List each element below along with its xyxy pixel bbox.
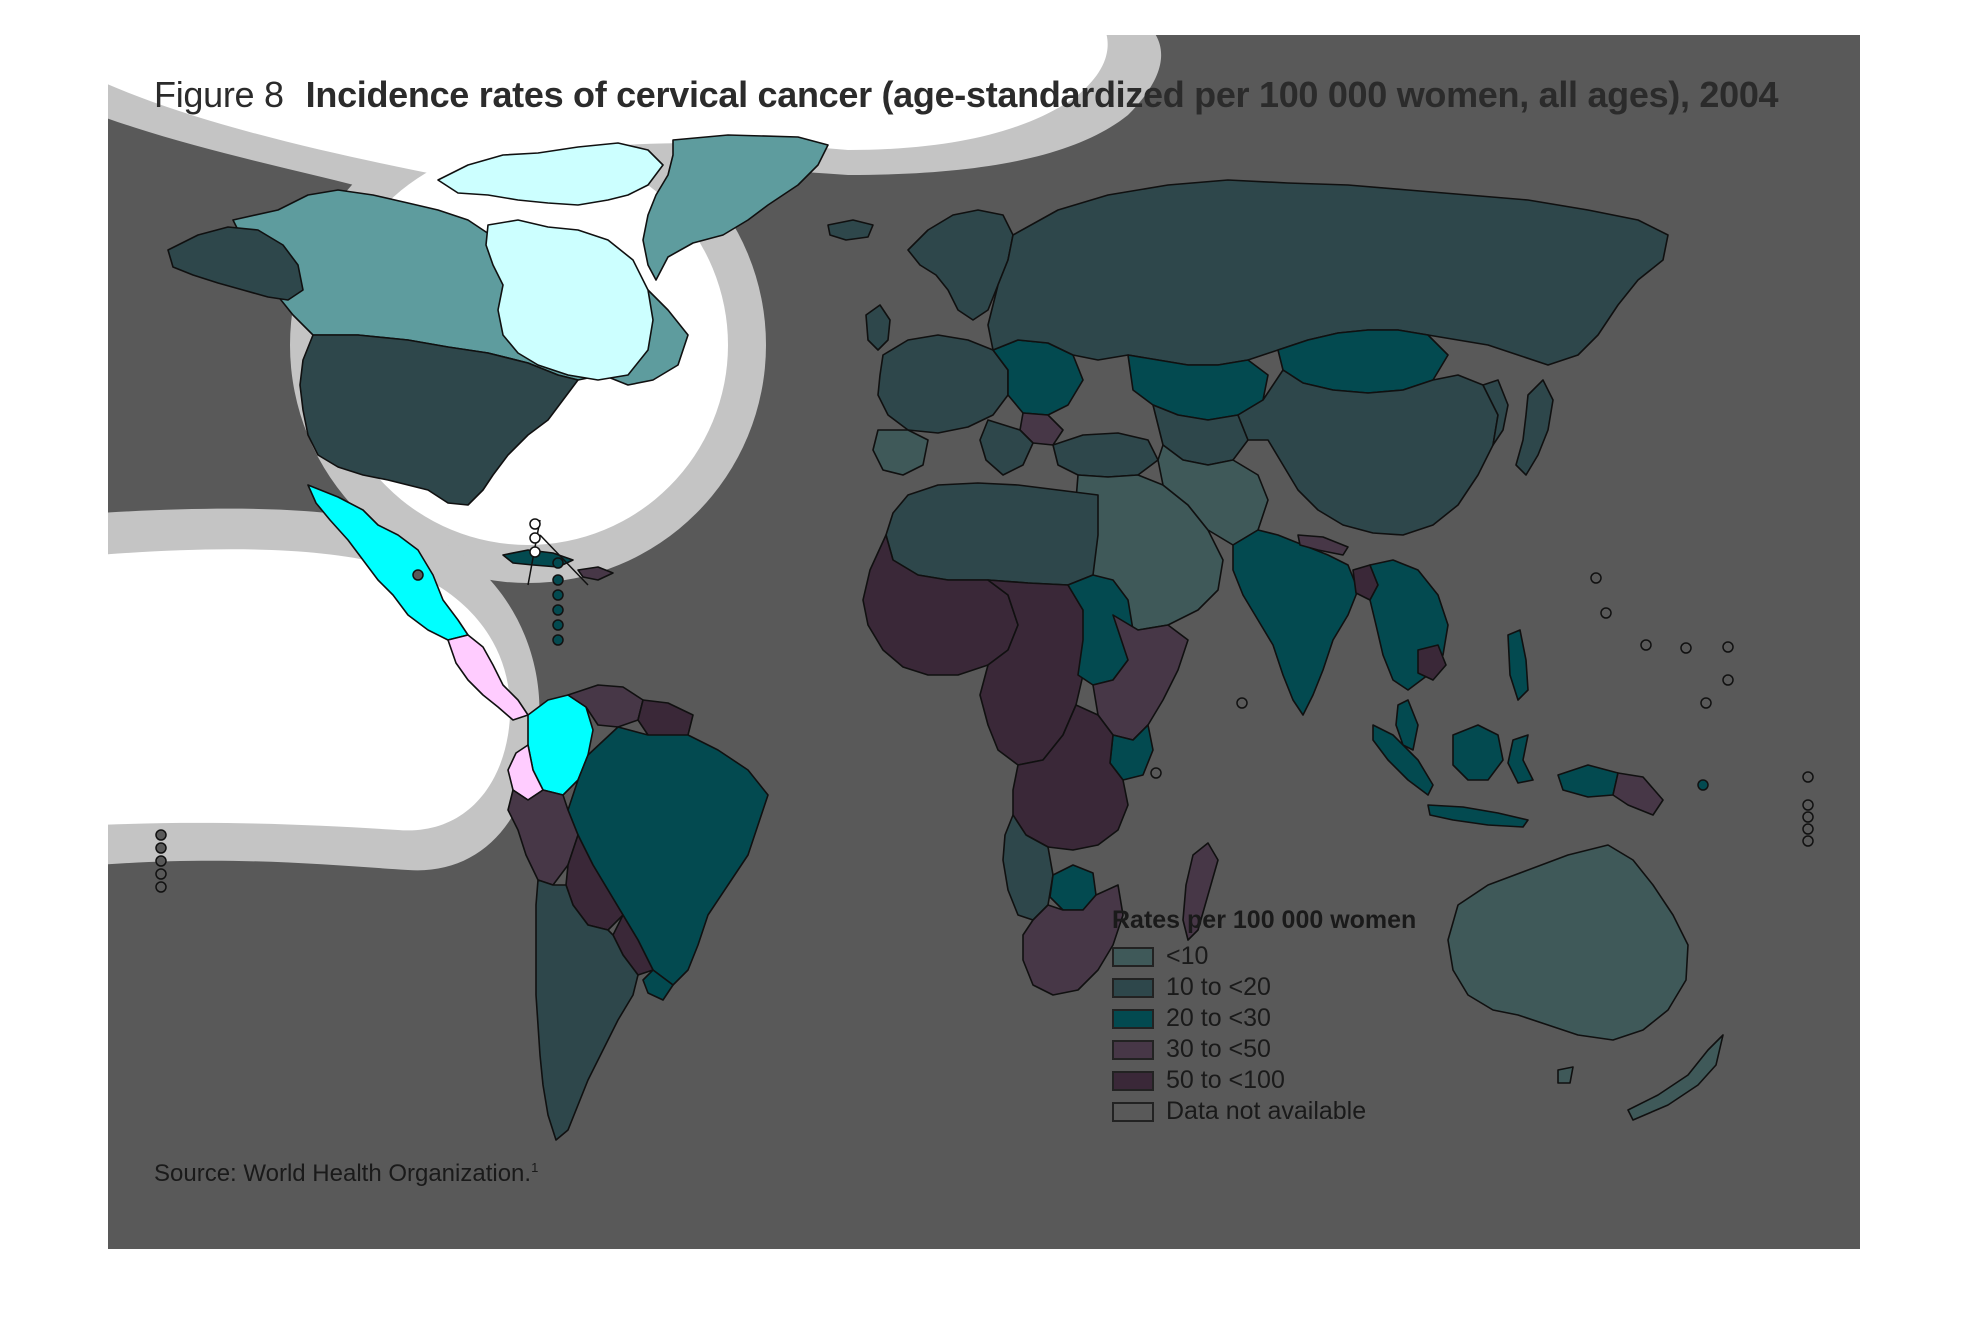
legend-label: Data not available xyxy=(1166,1097,1367,1125)
figure-title-text: Incidence rates of cervical cancer (age-… xyxy=(305,74,1779,115)
island-marker xyxy=(552,634,564,646)
legend-item: 10 to <20 xyxy=(1112,972,1416,1003)
tasmania xyxy=(1557,1066,1574,1084)
new-zealand xyxy=(1627,1034,1724,1121)
island-marker xyxy=(529,532,541,544)
malaysia xyxy=(1395,699,1419,751)
legend-item: 50 to <100 xyxy=(1112,1065,1416,1096)
legend-label: 30 to <50 xyxy=(1166,1035,1271,1063)
iberia xyxy=(872,429,929,476)
legend: Rates per 100 000 women <10 10 to <20 20 t… xyxy=(1112,906,1416,1127)
india xyxy=(1232,529,1359,716)
sulawesi xyxy=(1507,734,1534,784)
small-island-markers xyxy=(155,518,1814,893)
china xyxy=(1237,369,1499,536)
island-marker xyxy=(1700,697,1712,709)
japan xyxy=(1515,379,1554,476)
usa xyxy=(299,334,579,506)
legend-item: 30 to <50 xyxy=(1112,1034,1416,1065)
figure-number: Figure 8 xyxy=(154,74,284,115)
country-shapes xyxy=(167,134,1724,1141)
uk-ireland xyxy=(865,304,891,351)
legend-swatch xyxy=(1112,1070,1154,1091)
papua-new-guinea xyxy=(1612,772,1664,816)
cambodia xyxy=(1417,644,1447,681)
legend-label: 50 to <100 xyxy=(1166,1066,1285,1094)
legend-swatch xyxy=(1112,1008,1154,1029)
legend-item: 20 to <30 xyxy=(1112,1003,1416,1034)
borneo xyxy=(1452,724,1504,781)
java xyxy=(1427,804,1529,828)
world-map xyxy=(108,35,1814,1141)
island-marker xyxy=(155,881,167,893)
legend-swatch xyxy=(1112,1101,1154,1122)
russia xyxy=(987,179,1669,366)
island-marker xyxy=(155,855,167,867)
source-note: Source: World Health Organization.1 xyxy=(154,1160,538,1188)
hudson-bay-land xyxy=(485,219,654,381)
australia xyxy=(1447,844,1689,1041)
alaska xyxy=(167,226,304,301)
island-marker xyxy=(529,518,541,530)
hispaniola xyxy=(577,566,614,581)
legend-swatch xyxy=(1112,977,1154,998)
legend-swatch xyxy=(1112,946,1154,967)
island-marker xyxy=(529,546,541,558)
island-marker xyxy=(1802,811,1814,823)
greenland xyxy=(642,134,829,281)
island-marker xyxy=(552,574,564,586)
balkans xyxy=(979,419,1034,476)
legend-title: Rates per 100 000 women xyxy=(1112,906,1417,934)
western-europe xyxy=(877,334,1009,434)
island-marker xyxy=(1590,572,1602,584)
island-marker xyxy=(1722,641,1734,653)
madagascar xyxy=(1182,842,1219,941)
island-marker xyxy=(1640,639,1652,651)
island-marker xyxy=(412,569,424,581)
highlight-core-south xyxy=(108,549,511,831)
island-marker xyxy=(552,604,564,616)
legend-label: <10 xyxy=(1166,942,1209,970)
island-marker xyxy=(1802,835,1814,847)
philippines xyxy=(1507,629,1529,701)
highlight-core-north xyxy=(108,35,1108,175)
island-marker xyxy=(1697,779,1709,791)
map-panel xyxy=(108,35,1860,1249)
iceland xyxy=(827,219,874,241)
sumatra xyxy=(1372,724,1434,796)
island-marker xyxy=(552,619,564,631)
island-marker xyxy=(1802,823,1814,835)
island-marker xyxy=(1802,799,1814,811)
legend-item: <10 xyxy=(1112,941,1416,972)
nepal xyxy=(1297,534,1349,556)
turkey-caucasus xyxy=(1052,432,1159,478)
southern-africa xyxy=(1022,884,1124,996)
island-marker xyxy=(1236,697,1248,709)
island-marker xyxy=(1722,674,1734,686)
north-africa xyxy=(885,482,1099,586)
island-marker xyxy=(1802,771,1814,783)
legend-label: 10 to <20 xyxy=(1166,973,1271,1001)
canadian-arctic-islands xyxy=(437,142,664,206)
legend-label: 20 to <30 xyxy=(1166,1004,1271,1032)
argentina-chile xyxy=(535,879,639,1141)
korea xyxy=(1482,379,1509,446)
figure-title: Figure 8 Incidence rates of cervical canc… xyxy=(154,74,1779,116)
island-marker xyxy=(552,589,564,601)
island-marker xyxy=(155,868,167,880)
island-marker xyxy=(155,842,167,854)
uruguay xyxy=(642,969,674,1001)
legend-swatch xyxy=(1112,1039,1154,1060)
legend-item: Data not available xyxy=(1112,1096,1416,1127)
island-marker xyxy=(1680,642,1692,654)
source-footnote: 1 xyxy=(531,1160,539,1175)
new-guinea-west xyxy=(1557,764,1619,798)
island-marker xyxy=(1600,607,1612,619)
legend-items: <10 10 to <20 20 to <30 30 to <50 50 to <100… xyxy=(1112,941,1416,1127)
source-text: Source: World Health Organization. xyxy=(154,1160,532,1187)
island-marker xyxy=(155,829,167,841)
island-marker xyxy=(1150,767,1162,779)
island-marker xyxy=(552,557,564,569)
